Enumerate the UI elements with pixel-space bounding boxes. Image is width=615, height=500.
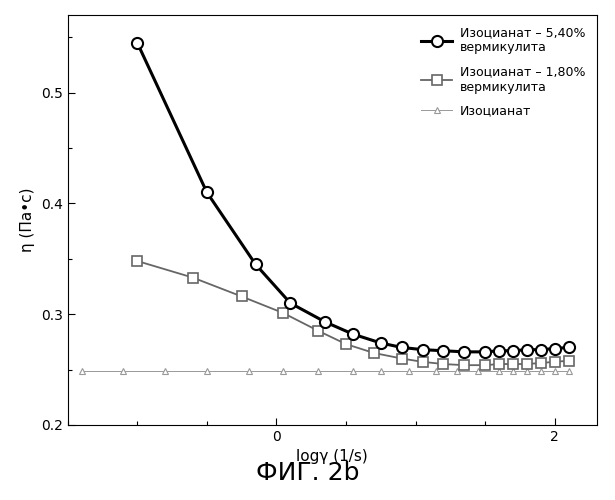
Изоцианат – 5,40%
вермикулита [322, 319, 329, 325]
Изоцианат – 5,40%
вермикулита [537, 346, 544, 352]
Изоцианат [433, 368, 440, 374]
Изоцианат – 1,80%
вермикулита [398, 356, 405, 362]
Изоцианат – 5,40%
вермикулита [349, 331, 357, 337]
Изоцианат [78, 368, 85, 374]
Изоцианат – 1,80%
вермикулита [343, 341, 350, 347]
Изоцианат – 1,80%
вермикулита [133, 258, 141, 264]
Изоцианат – 1,80%
вермикулита [461, 362, 468, 368]
Изоцианат – 1,80%
вермикулита [496, 361, 503, 367]
Изоцианат [509, 368, 517, 374]
X-axis label: logγ (1/s): logγ (1/s) [296, 450, 368, 464]
Text: ФИГ. 2b: ФИГ. 2b [256, 461, 359, 485]
Изоцианат – 5,40%
вермикулита [523, 346, 531, 352]
Line: Изоцианат – 1,80%
вермикулита: Изоцианат – 1,80% вермикулита [132, 256, 574, 370]
Изоцианат [475, 368, 482, 374]
Изоцианат – 1,80%
вермикулита [280, 310, 287, 316]
Y-axis label: η (Па•с): η (Па•с) [20, 188, 35, 252]
Изоцианат – 1,80%
вермикулита [238, 294, 245, 300]
Изоцианат [203, 368, 210, 374]
Изоцианат – 5,40%
вермикулита [398, 344, 405, 350]
Изоцианат – 1,80%
вермикулита [440, 361, 447, 367]
Изоцианат [120, 368, 127, 374]
Изоцианат – 1,80%
вермикулита [523, 361, 531, 367]
Изоцианат [523, 368, 531, 374]
Изоцианат [454, 368, 461, 374]
Изоцианат – 5,40%
вермикулита [496, 348, 503, 354]
Изоцианат – 5,40%
вермикулита [565, 344, 573, 350]
Изоцианат [245, 368, 252, 374]
Изоцианат – 5,40%
вермикулита [440, 348, 447, 354]
Изоцианат [349, 368, 357, 374]
Изоцианат – 5,40%
вермикулита [551, 346, 558, 352]
Изоцианат [565, 368, 573, 374]
Изоцианат [537, 368, 544, 374]
Изоцианат [161, 368, 169, 374]
Изоцианат – 1,80%
вермикулита [189, 274, 197, 280]
Изоцианат – 1,80%
вермикулита [314, 328, 322, 334]
Изоцианат – 1,80%
вермикулита [565, 358, 573, 364]
Line: Изоцианат – 5,40%
вермикулита: Изоцианат – 5,40% вермикулита [132, 37, 574, 358]
Изоцианат [314, 368, 322, 374]
Изоцианат – 5,40%
вермикулита [377, 340, 384, 346]
Изоцианат – 1,80%
вермикулита [551, 359, 558, 365]
Изоцианат – 5,40%
вермикулита [133, 40, 141, 46]
Изоцианат – 1,80%
вермикулита [370, 350, 378, 356]
Изоцианат [496, 368, 503, 374]
Изоцианат [377, 368, 384, 374]
Изоцианат – 5,40%
вермикулита [509, 348, 517, 354]
Изоцианат [405, 368, 412, 374]
Изоцианат – 1,80%
вермикулита [419, 359, 426, 365]
Изоцианат – 5,40%
вермикулита [203, 190, 210, 196]
Изоцианат – 1,80%
вермикулита [509, 361, 517, 367]
Изоцианат – 5,40%
вермикулита [287, 300, 294, 306]
Изоцианат – 5,40%
вермикулита [252, 262, 260, 268]
Изоцианат [280, 368, 287, 374]
Изоцианат – 5,40%
вермикулита [419, 346, 426, 352]
Изоцианат – 5,40%
вермикулита [482, 349, 489, 355]
Изоцианат [551, 368, 558, 374]
Legend: Изоцианат – 5,40%
вермикулита, Изоцианат – 1,80%
вермикулита, Изоцианат: Изоцианат – 5,40% вермикулита, Изоцианат… [416, 21, 590, 122]
Изоцианат – 1,80%
вермикулита [537, 360, 544, 366]
Изоцианат – 1,80%
вермикулита [482, 362, 489, 368]
Line: Изоцианат: Изоцианат [78, 367, 572, 374]
Изоцианат – 5,40%
вермикулита [461, 349, 468, 355]
